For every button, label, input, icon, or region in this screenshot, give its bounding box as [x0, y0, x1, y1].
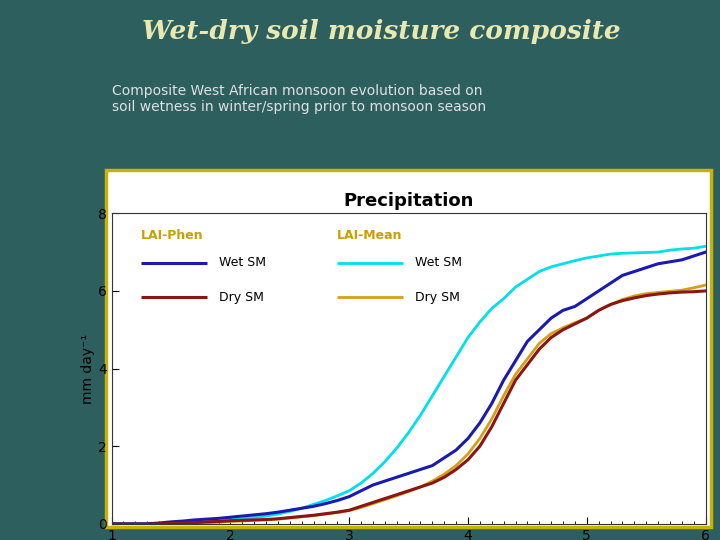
Text: Wet-dry soil moisture composite: Wet-dry soil moisture composite: [143, 19, 621, 44]
Text: Dry SM: Dry SM: [219, 291, 264, 303]
Text: Wet SM: Wet SM: [219, 256, 266, 269]
Text: Composite West African monsoon evolution based on
soil wetness in winter/spring : Composite West African monsoon evolution…: [112, 84, 486, 114]
Text: Wet SM: Wet SM: [415, 256, 462, 269]
Text: Dry SM: Dry SM: [415, 291, 459, 303]
Text: LAI-Phen: LAI-Phen: [141, 229, 204, 242]
Text: LAI-Mean: LAI-Mean: [337, 229, 402, 242]
Title: Precipitation: Precipitation: [343, 192, 474, 211]
Y-axis label: mm day⁻¹: mm day⁻¹: [81, 334, 95, 403]
